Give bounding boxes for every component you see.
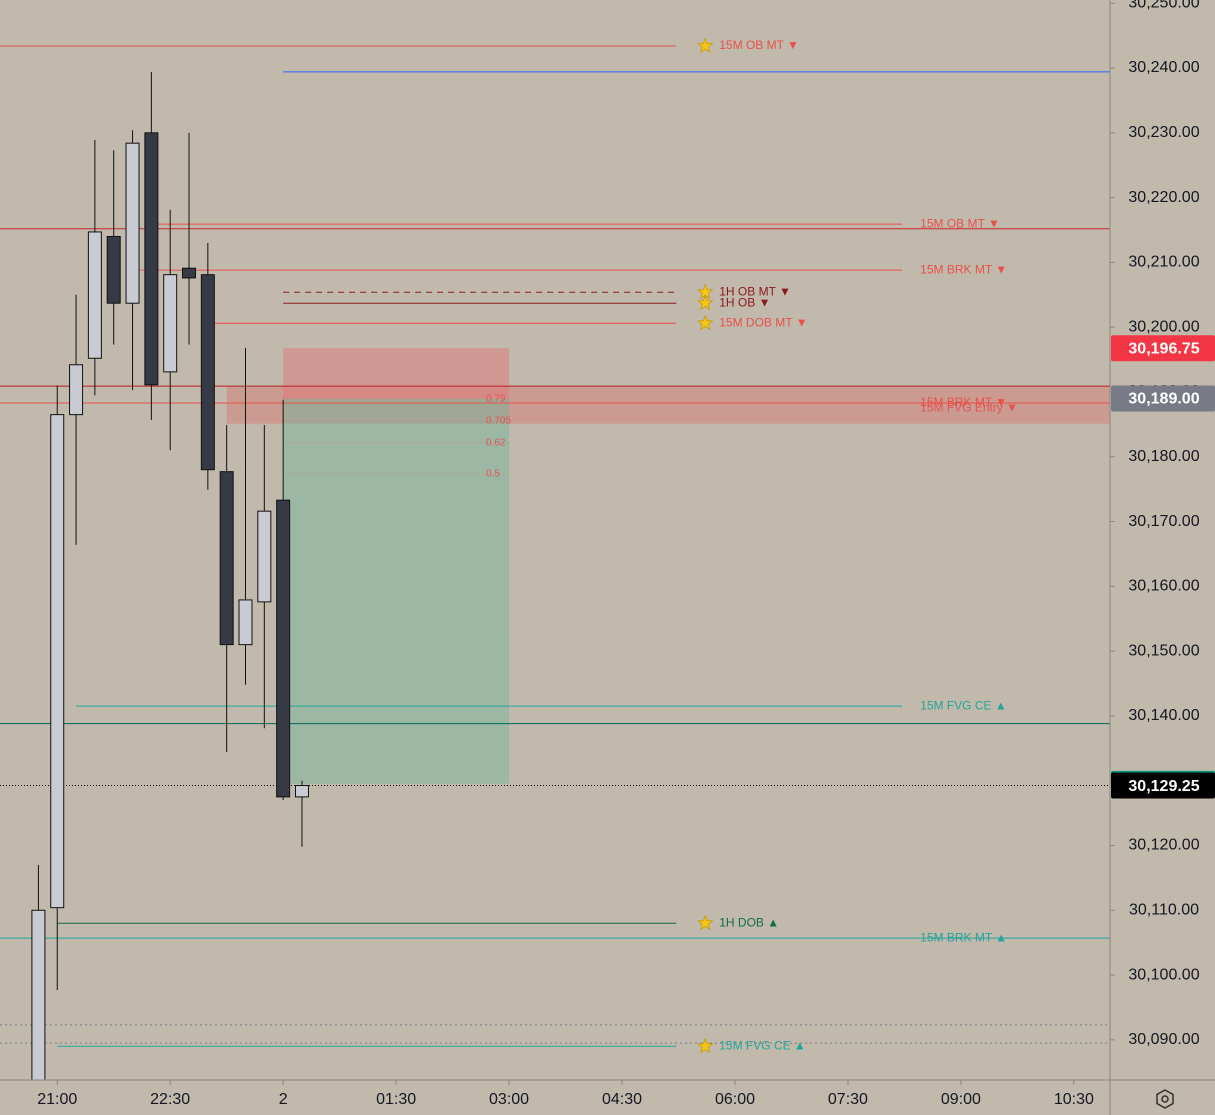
y-tick-label: 30,220.00 — [1128, 189, 1199, 206]
fib-label: 0.705 — [486, 416, 511, 427]
price-badge — [1111, 772, 1215, 799]
price-badge-label: 30,189.00 — [1128, 391, 1199, 408]
level-label: 15M BRK MT ▲ — [920, 930, 1007, 944]
price-badge — [1111, 385, 1215, 412]
x-tick-label: 2 — [279, 1091, 288, 1108]
level-label: 15M FVG CE ▲ — [920, 698, 1007, 712]
star-icon — [697, 914, 714, 931]
candle-body — [144, 132, 159, 386]
settings-icon[interactable] — [1156, 1089, 1174, 1109]
candle-body — [238, 599, 253, 646]
candle-body — [276, 499, 291, 798]
y-tick-label: 30,230.00 — [1128, 124, 1199, 141]
price-badge-label: 30,129.25 — [1128, 778, 1199, 795]
level-label: 1H OB MT ▼ — [719, 284, 791, 298]
price-badge — [1111, 335, 1215, 362]
x-tick-label: 07:30 — [828, 1091, 868, 1108]
y-tick-label: 30,240.00 — [1128, 59, 1199, 76]
candle-body — [50, 414, 65, 909]
star-icon — [697, 1037, 714, 1054]
y-tick-label: 30,120.00 — [1128, 837, 1199, 854]
y-tick-label: 30,100.00 — [1128, 966, 1199, 983]
fib-label: 0.5 — [486, 469, 500, 480]
candle-body — [31, 909, 46, 1080]
level-label: 1H DOB ▲ — [719, 915, 779, 929]
y-tick-label: 30,210.00 — [1128, 254, 1199, 271]
fib-label: 0.62 — [486, 438, 506, 449]
level-label: 15M FVG CE ▲ — [719, 1038, 806, 1052]
level-label: 15M DOB MT ▼ — [719, 315, 807, 329]
level-label: 15M BRK MT ▼ — [920, 395, 1007, 409]
y-tick-label: 30,170.00 — [1128, 513, 1199, 530]
star-icon — [697, 314, 714, 331]
y-tick-label: 30,250.00 — [1128, 0, 1199, 11]
candle-body — [87, 231, 102, 359]
level-label: 1H OB ▼ — [719, 295, 770, 309]
star-icon — [697, 37, 714, 54]
candle-body — [219, 471, 234, 646]
axes: 30,090.00 30,100.00 30,110.00 30,120.00 30,1… — [37, 0, 1215, 1108]
zone-label: 15M FVG Entry ▼ — [920, 400, 1018, 414]
x-tick-label: 01:30 — [376, 1091, 416, 1108]
y-tick-label: 30,180.00 — [1128, 448, 1199, 465]
x-tick-label: 09:00 — [941, 1091, 981, 1108]
candle-body — [125, 142, 140, 304]
level-label: 15M BRK MT ▼ — [920, 262, 1007, 276]
level-label: 15M OB MT ▼ — [920, 216, 1000, 230]
y-tick-label: 30,160.00 — [1128, 578, 1199, 595]
candle-body — [294, 785, 309, 798]
level-label: 15M OB MT ▼ — [719, 38, 799, 52]
plot: 15M FVG Entry ▼ 0.79 0.705 0.62 0.5 15M OB MT… — [0, 37, 1110, 1080]
candle-body — [69, 364, 84, 416]
candle-body — [163, 274, 178, 373]
fvg-zone — [226, 386, 1110, 424]
y-tick-label: 30,090.00 — [1128, 1031, 1199, 1048]
candle-body — [257, 510, 272, 603]
price-badge-label: 30,196.75 — [1128, 340, 1199, 357]
x-tick-label: 06:00 — [715, 1091, 755, 1108]
x-tick-label: 04:30 — [602, 1091, 642, 1108]
x-tick-label: 22:30 — [150, 1091, 190, 1108]
y-tick-label: 30,140.00 — [1128, 707, 1199, 724]
y-tick-label: 30,110.00 — [1129, 901, 1199, 918]
x-tick-label: 10:30 — [1054, 1091, 1094, 1108]
stop-zone — [283, 348, 510, 399]
y-tick-label: 30,200.00 — [1128, 318, 1199, 335]
candle-body — [106, 235, 121, 304]
x-tick-label: 21:00 — [37, 1091, 77, 1108]
star-icon — [697, 294, 714, 311]
x-tick-label: 03:00 — [489, 1091, 529, 1108]
target-zone — [283, 398, 510, 784]
candle-body — [200, 274, 215, 471]
fib-label: 0.79 — [486, 394, 506, 405]
candle-body — [182, 267, 197, 279]
y-tick-label: 30,150.00 — [1128, 642, 1199, 659]
